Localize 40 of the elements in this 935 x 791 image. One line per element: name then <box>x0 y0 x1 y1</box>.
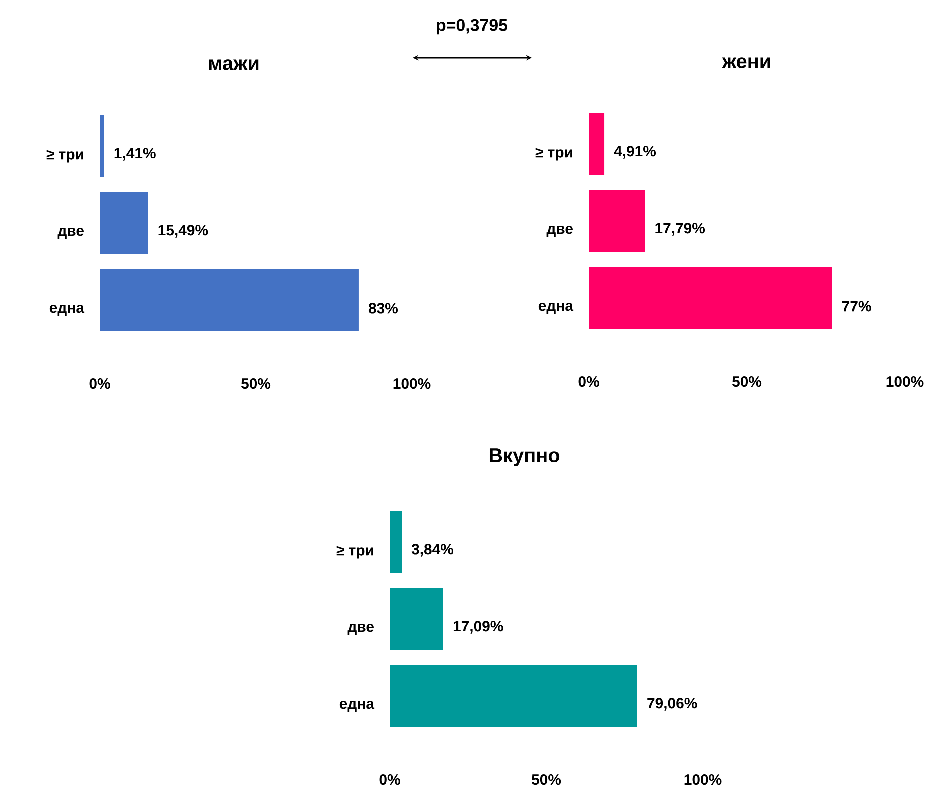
y-tick-label: една <box>50 304 85 316</box>
text: p=0,3795 <box>437 19 508 35</box>
data-label: 15,49% <box>158 225 208 238</box>
x-tick-label: 100% <box>886 376 924 388</box>
bar <box>100 115 104 178</box>
x-tick-label: 50% <box>732 376 762 388</box>
y-tick-label: две <box>58 228 84 239</box>
y-tick-label: една <box>340 700 375 712</box>
data-label: 4,91% <box>614 146 656 159</box>
x-tick-label: 0% <box>578 376 600 388</box>
x-tick-label: 50% <box>532 774 562 786</box>
x-tick-label: 0% <box>90 378 110 390</box>
x-tick-label: 50% <box>242 378 271 390</box>
data-label: 17,79% <box>656 223 706 236</box>
bar <box>100 192 148 254</box>
x-tick-label: 100% <box>684 774 722 786</box>
y-tick-label: ≥ три <box>536 148 572 161</box>
x-tick-label: 0% <box>380 774 400 786</box>
bar <box>390 588 444 650</box>
bar <box>390 511 402 574</box>
bar <box>390 665 638 728</box>
bar <box>589 113 605 176</box>
bar <box>589 190 646 252</box>
y-tick-label: ≥ три <box>46 150 84 163</box>
data-label: 79,06% <box>648 698 698 711</box>
data-label: 77% <box>842 301 872 312</box>
bar <box>589 267 832 330</box>
chart-title: мажи <box>209 60 259 70</box>
data-label: 1,41% <box>114 148 156 161</box>
data-label: 17,09% <box>454 621 504 634</box>
y-tick-label: две <box>348 624 374 635</box>
data-label: 3,84% <box>412 544 454 557</box>
y-tick-label: ≥ три <box>336 546 374 559</box>
bar <box>100 269 359 332</box>
chart-title: жени <box>722 58 770 68</box>
y-tick-label: две <box>546 226 573 237</box>
x-tick-label: 100% <box>394 378 431 390</box>
chart-title: Вкупно <box>490 448 560 466</box>
y-tick-label: една <box>538 302 574 314</box>
data-label: 83% <box>368 303 398 314</box>
